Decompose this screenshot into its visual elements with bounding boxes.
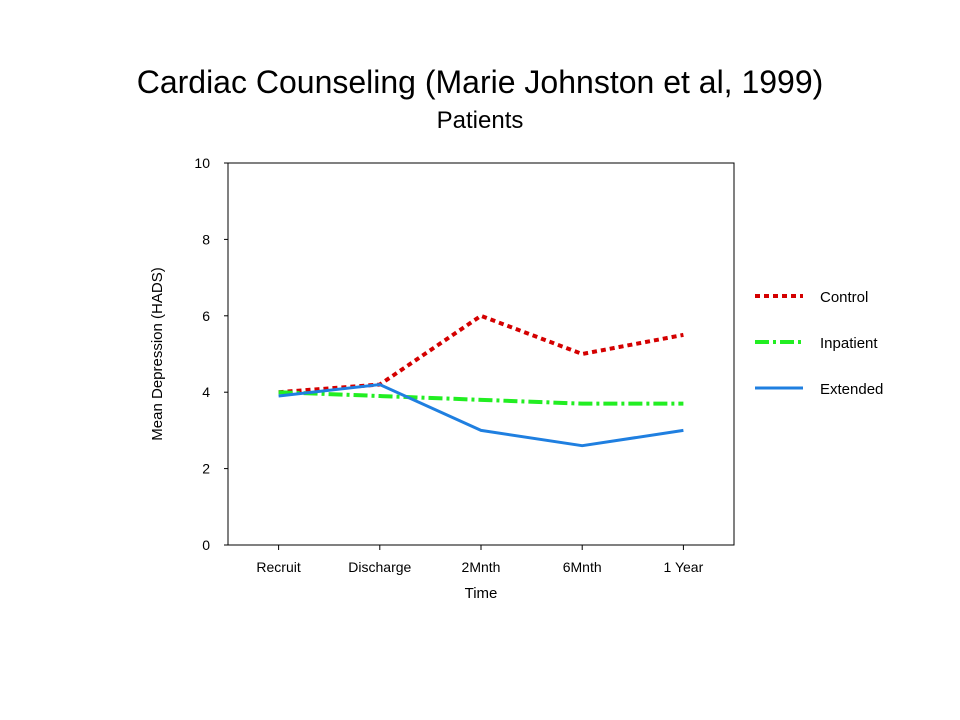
x-tick-label: 6Mnth bbox=[563, 559, 602, 575]
y-tick-label: 2 bbox=[202, 461, 210, 477]
y-tick-label: 10 bbox=[194, 155, 210, 171]
legend: Control Inpatient Extended bbox=[755, 289, 883, 398]
y-tick-label: 4 bbox=[202, 384, 210, 400]
series-lines bbox=[278, 313, 684, 448]
y-axis-label: Mean Depression (HADS) bbox=[149, 267, 166, 440]
series-line-extended bbox=[278, 383, 684, 448]
chart-subtitle: Patients bbox=[436, 107, 524, 134]
y-axis: 0 2 4 6 8 10 bbox=[194, 155, 228, 553]
y-tick-label: 8 bbox=[202, 231, 210, 247]
x-tick-label: 2Mnth bbox=[462, 559, 501, 575]
x-axis: Recruit Discharge 2Mnth 6Mnth 1 Year bbox=[256, 545, 704, 575]
chart-title: Cardiac Counseling (Marie Johnston et al… bbox=[136, 64, 824, 100]
x-tick-label: Recruit bbox=[256, 559, 300, 575]
legend-label-inpatient: Inpatient bbox=[820, 335, 878, 352]
series-line-inpatient bbox=[278, 390, 684, 406]
x-tick-label: 1 Year bbox=[664, 559, 704, 575]
y-tick-label: 6 bbox=[202, 308, 210, 324]
legend-label-extended: Extended bbox=[820, 381, 883, 398]
y-tick-label: 0 bbox=[202, 537, 210, 553]
series-line-control bbox=[278, 313, 684, 395]
plot-area-frame bbox=[227, 162, 735, 546]
x-tick-label: Discharge bbox=[348, 559, 411, 575]
legend-label-control: Control bbox=[820, 289, 868, 306]
x-axis-label: Time bbox=[465, 585, 498, 602]
